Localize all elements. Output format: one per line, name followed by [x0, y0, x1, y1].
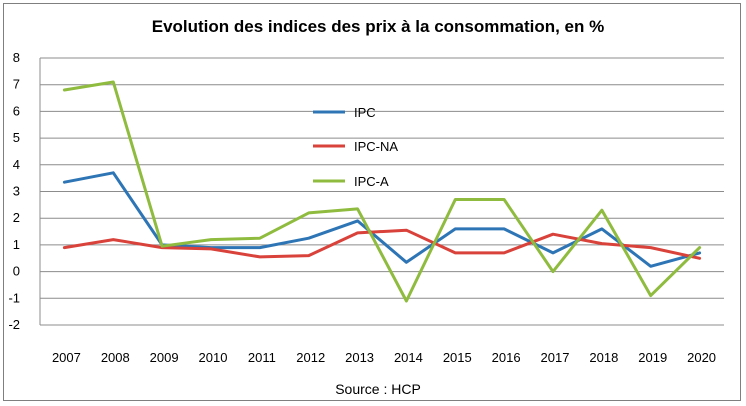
y-tick-label: 6	[13, 103, 20, 118]
data-point-ipc-na	[552, 233, 554, 235]
data-point-ipc-a	[161, 245, 163, 247]
data-point-ipc-na	[650, 247, 652, 249]
x-tick-label: 2015	[443, 350, 472, 365]
data-point-ipc-na	[112, 239, 114, 241]
x-tick-label: 2012	[296, 350, 325, 365]
y-tick-label: 5	[13, 130, 20, 145]
data-point-ipc	[552, 252, 554, 254]
data-point-ipc-a	[454, 199, 456, 201]
data-point-ipc-a	[259, 237, 261, 239]
y-tick-label: 3	[13, 184, 20, 199]
chart-source: Source : HCP	[335, 381, 421, 397]
legend-label: IPC-A	[354, 174, 389, 189]
data-point-ipc-a	[552, 271, 554, 273]
data-point-ipc-na	[699, 257, 701, 259]
legend-label: IPC-NA	[354, 139, 398, 154]
data-point-ipc-a	[357, 208, 359, 210]
data-point-ipc-na	[357, 232, 359, 234]
x-tick-label: 2007	[52, 350, 81, 365]
data-point-ipc	[699, 252, 701, 254]
x-axis-ticks: 2007 2008 2009 2010 2011 2012 2013 2014 2015 2016…	[52, 350, 716, 365]
data-point-ipc	[308, 237, 310, 239]
data-point-ipc-a	[650, 295, 652, 297]
data-point-ipc	[650, 265, 652, 267]
legend-label: IPC	[354, 105, 376, 120]
data-point-ipc-na	[454, 252, 456, 254]
x-tick-label: 2019	[638, 350, 667, 365]
data-point-ipc-a	[63, 89, 65, 91]
chart-frame	[3, 3, 741, 401]
y-tick-label: 7	[13, 77, 20, 92]
data-point-ipc-na	[405, 229, 407, 231]
legend: IPC IPC-NA IPC-A	[313, 105, 398, 189]
data-point-ipc	[503, 228, 505, 230]
data-point-ipc-a	[601, 209, 603, 211]
y-tick-label: 2	[13, 210, 20, 225]
data-point-ipc-a	[405, 300, 407, 302]
y-tick-label: 1	[13, 237, 20, 252]
x-tick-label: 2009	[150, 350, 179, 365]
x-tick-label: 2008	[101, 350, 130, 365]
series-line-ipc-na	[62, 228, 702, 260]
data-point-ipc-na	[210, 248, 212, 250]
series-lines	[62, 80, 702, 303]
data-point-ipc-na	[503, 252, 505, 254]
y-tick-label: 4	[13, 157, 20, 172]
data-point-ipc-a	[503, 199, 505, 201]
series-line-ipc-a	[62, 80, 702, 303]
data-point-ipc	[601, 228, 603, 230]
data-point-ipc-a	[112, 81, 114, 83]
data-point-ipc	[112, 172, 114, 174]
x-tick-label: 2017	[541, 350, 570, 365]
y-tick-label: 0	[13, 264, 20, 279]
data-point-ipc-na	[308, 255, 310, 257]
x-tick-label: 2016	[492, 350, 521, 365]
data-point-ipc	[405, 261, 407, 263]
data-point-ipc	[357, 220, 359, 222]
x-tick-label: 2014	[394, 350, 423, 365]
x-tick-label: 2010	[199, 350, 228, 365]
data-point-ipc	[63, 181, 65, 183]
data-point-ipc-a	[210, 239, 212, 241]
x-tick-label: 2013	[345, 350, 374, 365]
y-tick-label: -1	[8, 290, 20, 305]
y-tick-label: -2	[8, 317, 20, 332]
data-point-ipc	[454, 228, 456, 230]
data-point-ipc-na	[601, 243, 603, 245]
x-tick-label: 2020	[687, 350, 716, 365]
data-point-ipc-a	[308, 212, 310, 214]
x-tick-label: 2011	[248, 350, 276, 365]
data-point-ipc-na	[63, 247, 65, 249]
gridlines	[39, 57, 724, 326]
x-tick-label: 2018	[589, 350, 618, 365]
y-tick-label: 8	[13, 50, 20, 65]
data-point-ipc-na	[259, 256, 261, 258]
chart-title: Evolution des indices des prix à la cons…	[152, 17, 605, 36]
data-point-ipc	[259, 247, 261, 249]
y-axis-ticks: 8 7 6 5 4 3 2 1 0 -1 -2	[8, 50, 20, 332]
data-point-ipc-a	[699, 247, 701, 249]
